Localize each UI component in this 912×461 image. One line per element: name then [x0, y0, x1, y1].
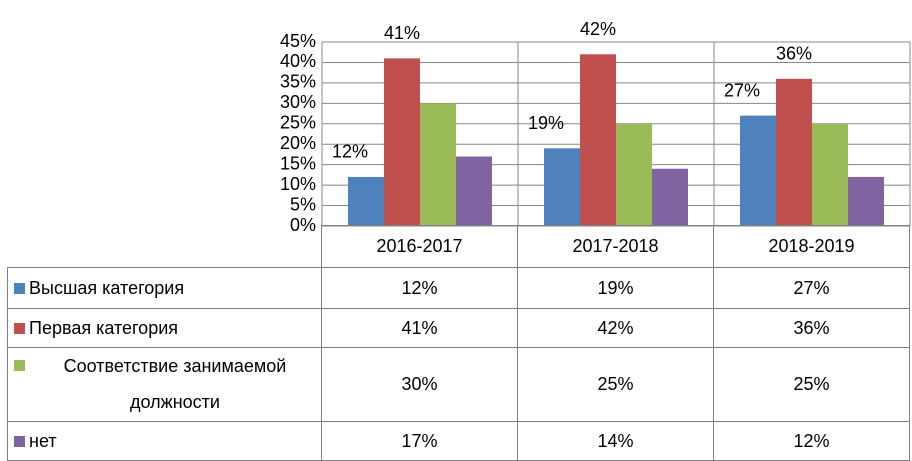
y-tick-label: 5% — [290, 194, 316, 214]
bar — [848, 176, 884, 226]
table-header-cell: 2018-2019 — [713, 225, 910, 268]
y-tick-label: 35% — [280, 72, 316, 92]
table-value-cell: 41% — [321, 308, 518, 348]
data-label: 19% — [528, 113, 564, 133]
table-value-cell: 19% — [517, 267, 714, 309]
table-value-cell: 17% — [321, 421, 518, 461]
data-label: 36% — [776, 44, 812, 64]
bar — [740, 115, 776, 226]
bar — [776, 78, 812, 226]
legend-label: Соответствие занимаемой должности — [63, 356, 287, 412]
table-series-cell: Соответствие занимаемой должности — [7, 347, 322, 422]
legend-key — [14, 322, 25, 334]
y-tick-label: 40% — [280, 51, 316, 71]
table-value-cell: 27% — [713, 267, 910, 309]
data-label: 12% — [332, 142, 368, 162]
bar — [616, 123, 652, 226]
bar — [420, 103, 456, 226]
table-value-cell: 14% — [517, 421, 714, 461]
table-value-cell: 42% — [517, 308, 714, 348]
table-value-cell: 25% — [517, 347, 714, 422]
bar — [456, 156, 492, 226]
legend-key — [14, 282, 25, 294]
table-series-cell: Высшая категория — [7, 267, 322, 309]
y-tick-label: 15% — [280, 153, 316, 173]
bar — [348, 176, 384, 226]
bar — [580, 54, 616, 227]
table-value-cell: 25% — [713, 347, 910, 422]
y-tick-label: 45% — [280, 31, 316, 51]
data-label: 42% — [580, 19, 616, 39]
legend-key — [14, 435, 25, 447]
legend-label: Высшая категория — [29, 277, 185, 298]
bar — [384, 58, 420, 226]
table-value-cell: 36% — [713, 308, 910, 348]
legend-key — [14, 360, 25, 371]
y-tick-label: 25% — [280, 113, 316, 133]
bar — [652, 168, 688, 226]
data-label: 41% — [384, 23, 420, 43]
y-tick-label: 0% — [290, 215, 316, 235]
table-value-cell: 30% — [321, 347, 518, 422]
legend-label: Первая категория — [29, 317, 179, 338]
legend-label: нет — [29, 430, 57, 451]
table-header-cell: 2016-2017 — [321, 225, 518, 268]
y-tick-label: 10% — [280, 174, 316, 194]
y-tick-label: 20% — [280, 133, 316, 153]
bar — [812, 123, 848, 226]
table-series-cell: нет — [7, 421, 322, 461]
table-header-cell: 2017-2018 — [517, 225, 714, 268]
data-label: 27% — [724, 80, 760, 100]
y-tick-label: 30% — [280, 92, 316, 112]
table-value-cell: 12% — [321, 267, 518, 309]
bar — [544, 148, 580, 226]
table-series-cell: Первая категория — [7, 308, 322, 348]
table-value-cell: 12% — [713, 421, 910, 461]
